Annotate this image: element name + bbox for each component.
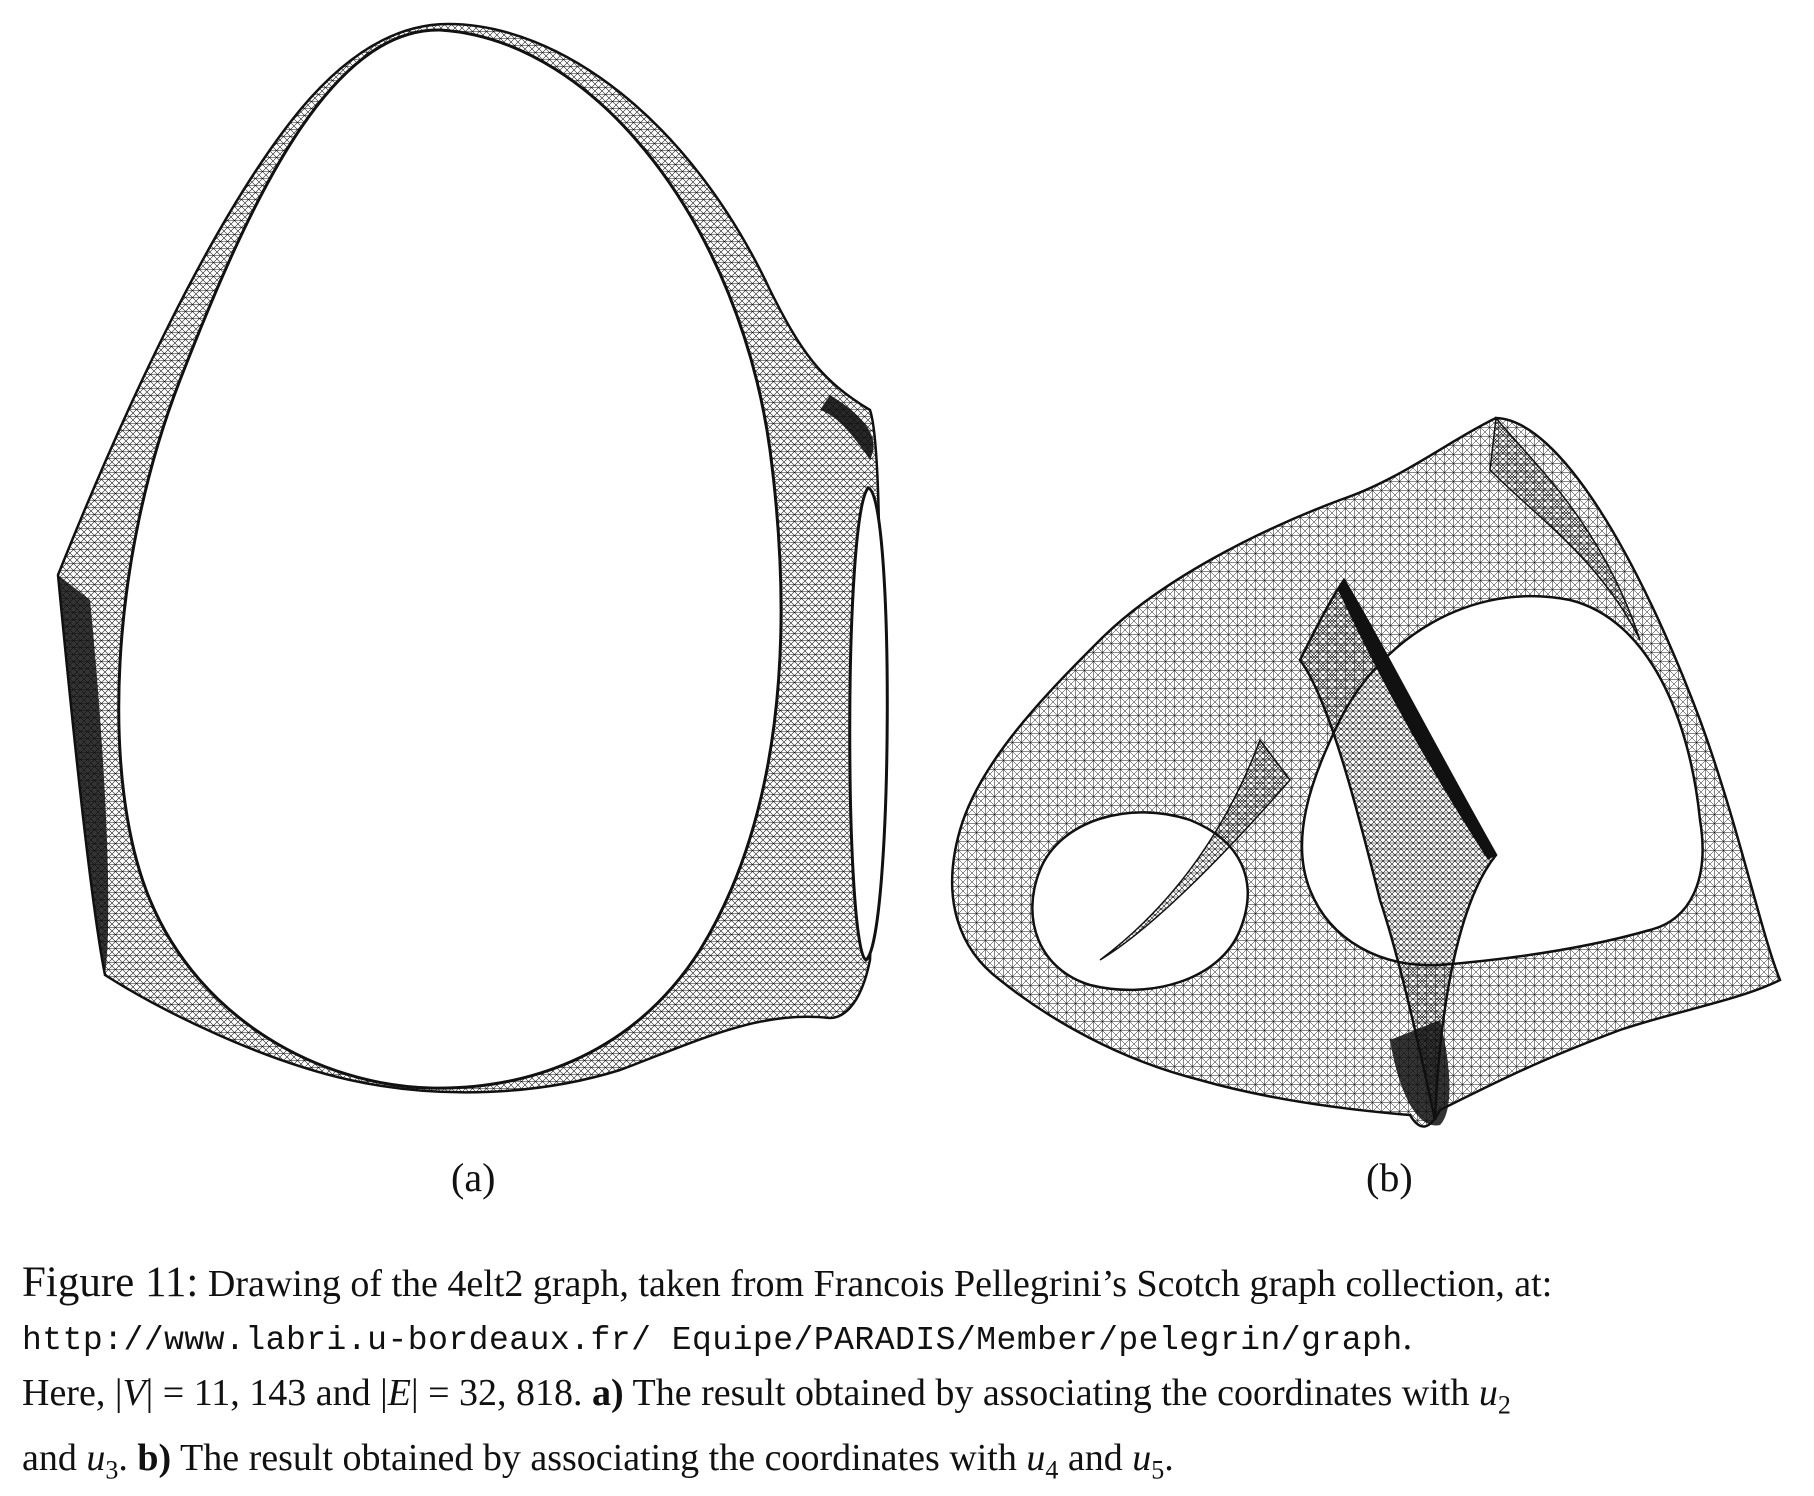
panel-a-drawing	[56, 22, 889, 1094]
panel-b-bottom-loop	[1390, 1020, 1450, 1126]
caption-text: and	[22, 1436, 87, 1479]
caption-line-4: and u3. b) The result obtained by associ…	[22, 1432, 1802, 1496]
caption-line-1: Figure 11: Drawing of the 4elt2 graph, t…	[22, 1256, 1802, 1311]
caption-line-2: http://www.labri.u-bordeaux.fr/ Equipe/P…	[22, 1311, 1802, 1367]
panel-b-left-hole	[1031, 811, 1249, 992]
math-var: E	[387, 1372, 411, 1414]
caption-text: .	[1164, 1436, 1174, 1479]
figure-caption: Figure 11: Drawing of the 4elt2 graph, t…	[22, 1256, 1802, 1496]
math-subscript: 5	[1151, 1455, 1165, 1485]
caption-text: .	[118, 1436, 138, 1479]
caption-url-end: .	[1402, 1316, 1413, 1358]
caption-text: The result obtained by associating the c…	[171, 1436, 1027, 1479]
panel-label-b: (b)	[1366, 1155, 1413, 1200]
figure-drawings	[56, 22, 1782, 1128]
caption-text: and	[1058, 1436, 1133, 1479]
caption-bold-b: b)	[137, 1436, 172, 1479]
caption-text: | = 32, 818.	[410, 1372, 593, 1414]
panel-b-left-blade	[1099, 738, 1291, 961]
math-var: u	[1026, 1436, 1046, 1479]
panel-a-left-rim	[58, 575, 109, 975]
caption-line1-text: Drawing of the 4elt2 graph, taken from F…	[198, 1263, 1553, 1305]
caption-line-3: Here, |V| = 11, 143 and |E| = 32, 818. a…	[22, 1367, 1802, 1432]
caption-text: Here, |	[22, 1372, 123, 1414]
panel-b-drawing	[950, 416, 1782, 1128]
panel-label-a: (a)	[451, 1155, 496, 1200]
caption-text: The result obtained by associating the c…	[623, 1372, 1479, 1414]
math-subscript: 3	[105, 1455, 119, 1485]
math-subscript: 4	[1045, 1455, 1059, 1485]
figure-number: Figure 11:	[22, 1259, 199, 1306]
math-subscript: 2	[1497, 1390, 1511, 1420]
math-var: u	[1132, 1436, 1152, 1479]
caption-bold-a: a)	[592, 1372, 624, 1414]
panel-a-main-hole	[117, 28, 783, 1090]
math-var: V	[122, 1372, 146, 1414]
panel-b-blade-edge	[1338, 580, 1496, 860]
caption-url[interactable]: http://www.labri.u-bordeaux.fr/ Equipe/P…	[22, 1322, 1403, 1359]
panel-b-top-fin	[1489, 416, 1641, 641]
panel-a-right-rim	[820, 395, 874, 460]
math-var: u	[86, 1436, 106, 1479]
panel-a-side-hole	[848, 486, 889, 962]
caption-text: | = 11, 143 and |	[145, 1372, 388, 1414]
math-var: u	[1478, 1372, 1498, 1414]
